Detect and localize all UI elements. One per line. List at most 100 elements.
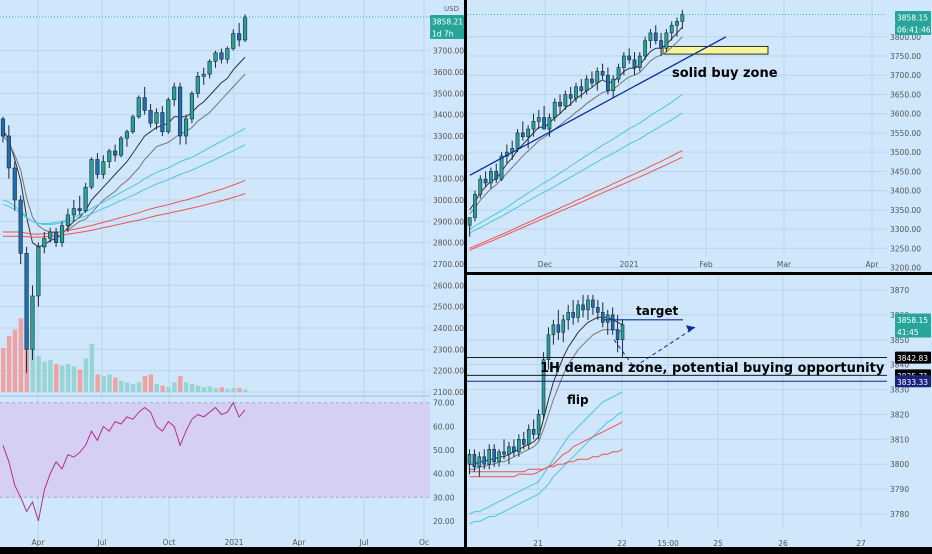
weekly-candle — [231, 33, 236, 49]
volume-bar — [77, 369, 83, 392]
x-tick-label: Apr — [293, 538, 307, 547]
horizontal-divider — [464, 272, 932, 275]
hourly-candle — [467, 453, 472, 465]
x-tick-label: 2021 — [224, 538, 243, 547]
daily-candle — [563, 94, 568, 107]
daily-pane[interactable]: solid buy zone Dec 2021 Feb Mar Apr — [0, 0, 887, 269]
weekly-candle — [237, 33, 242, 41]
buy-zone-annotation: solid buy zone — [672, 66, 778, 81]
weekly-candle — [207, 61, 212, 75]
x-tick-label: Apr — [866, 260, 880, 269]
hourly-candle — [576, 304, 580, 318]
daily-candle — [520, 132, 525, 138]
hourly-candle — [497, 451, 501, 463]
ema-line-ema_red — [3, 179, 246, 235]
volume-bar — [166, 387, 171, 392]
hourly-candle — [517, 439, 521, 453]
weekly-candle — [195, 75, 200, 94]
axis-bg — [887, 0, 932, 272]
y-tick-label: 3600.00 — [890, 110, 921, 119]
daily-candle — [653, 32, 658, 41]
daily-candle — [584, 78, 589, 91]
ema-line-ema_cyan — [469, 391, 623, 515]
y-tick-label: 3840 — [890, 361, 909, 370]
volume-bar — [113, 377, 118, 392]
volume-bar — [148, 374, 154, 392]
level-tag-bg — [895, 351, 931, 364]
rsi-pane[interactable] — [0, 401, 430, 522]
y-tick-label: 3200.00 — [890, 264, 921, 273]
ema-line-ema_mid — [469, 329, 623, 470]
y-tick-label: 2200.00 — [433, 367, 464, 376]
daily-candle — [467, 217, 472, 226]
hourly-candle — [541, 359, 546, 415]
rsi-tick-label: 20.00 — [433, 517, 455, 526]
hourly-candle — [502, 451, 506, 455]
projection-arrow — [686, 325, 695, 333]
volume-bar — [54, 364, 59, 392]
volume-bar — [101, 376, 106, 392]
y-tick-label: 3820 — [890, 410, 909, 419]
daily-candle — [542, 117, 546, 130]
weekly-candle — [124, 131, 130, 139]
hourly-candle — [600, 312, 605, 323]
y-tick-label: 3830 — [890, 386, 909, 395]
weekly-candle — [83, 186, 88, 211]
weekly-candle — [178, 86, 183, 137]
weekly-candle — [154, 112, 159, 124]
volume-bar — [225, 388, 230, 392]
daily-candle — [616, 67, 621, 80]
volume-bar — [89, 344, 94, 392]
volume-bar — [231, 388, 236, 392]
bottom-border — [0, 547, 932, 550]
y-tick-label: 2400.00 — [433, 324, 464, 333]
y-tick-label: 2500.00 — [433, 303, 464, 312]
weekly-candle — [160, 112, 165, 133]
x-tick-label: 26 — [778, 539, 788, 548]
daily-candle — [637, 55, 642, 68]
y-tick-label: 3650.00 — [890, 90, 921, 99]
hourly-pane[interactable]: target 1H demand zone, potential buying o… — [467, 276, 887, 548]
y-tick-label: 3200.00 — [433, 153, 464, 162]
daily-candle — [515, 132, 520, 149]
weekly-price-axis[interactable]: 3700.00 3600.00 3500.00 3400.00 3300.00 3200.… — [430, 0, 464, 550]
hourly-candle — [482, 456, 487, 465]
daily-candle — [536, 117, 541, 122]
volume-bar — [184, 382, 189, 392]
daily-candle — [547, 117, 552, 130]
hourly-candle — [472, 453, 477, 468]
hourly-candle — [551, 324, 556, 336]
daily-candle — [483, 178, 488, 184]
y-tick-label: 2800.00 — [433, 239, 464, 248]
hourly-candle — [591, 299, 595, 308]
daily-candle — [680, 14, 685, 22]
x-tick-label: Jul — [96, 538, 106, 547]
weekly-candle — [166, 99, 171, 133]
daily-candle — [669, 24, 674, 34]
volume-bar — [136, 382, 142, 392]
daily-price-axis[interactable]: 3800.00 3750.00 3700.00 3650.00 3600.00 3550.… — [887, 0, 932, 273]
volume-bar — [18, 318, 24, 392]
y-tick-label: 3500.00 — [890, 148, 921, 157]
daily-candle — [627, 55, 632, 61]
volume-bar — [213, 388, 218, 392]
x-tick-label: Dec — [538, 260, 553, 269]
volume-bar — [189, 384, 195, 392]
volume-bar — [30, 348, 35, 392]
buy-zone-box — [662, 45, 769, 55]
y-tick-label: 3700.00 — [433, 47, 464, 56]
hourly-price-axis[interactable]: 3870386038503840383038203810380037903780… — [887, 276, 932, 550]
weekly-candle — [54, 231, 59, 243]
weekly-candle — [201, 73, 206, 77]
target-annotation: target — [636, 304, 678, 318]
level-tag: 3833.33 — [897, 378, 928, 387]
daily-candle — [489, 171, 493, 184]
volume-bar — [60, 365, 65, 392]
last-price-tag: 3858.15 — [897, 316, 928, 325]
level-tag-bg — [895, 375, 931, 388]
y-tick-label: 3750.00 — [890, 52, 921, 61]
daily-candle — [600, 71, 605, 76]
y-tick-label: 3870 — [890, 286, 909, 295]
weekly-candle — [130, 116, 135, 133]
